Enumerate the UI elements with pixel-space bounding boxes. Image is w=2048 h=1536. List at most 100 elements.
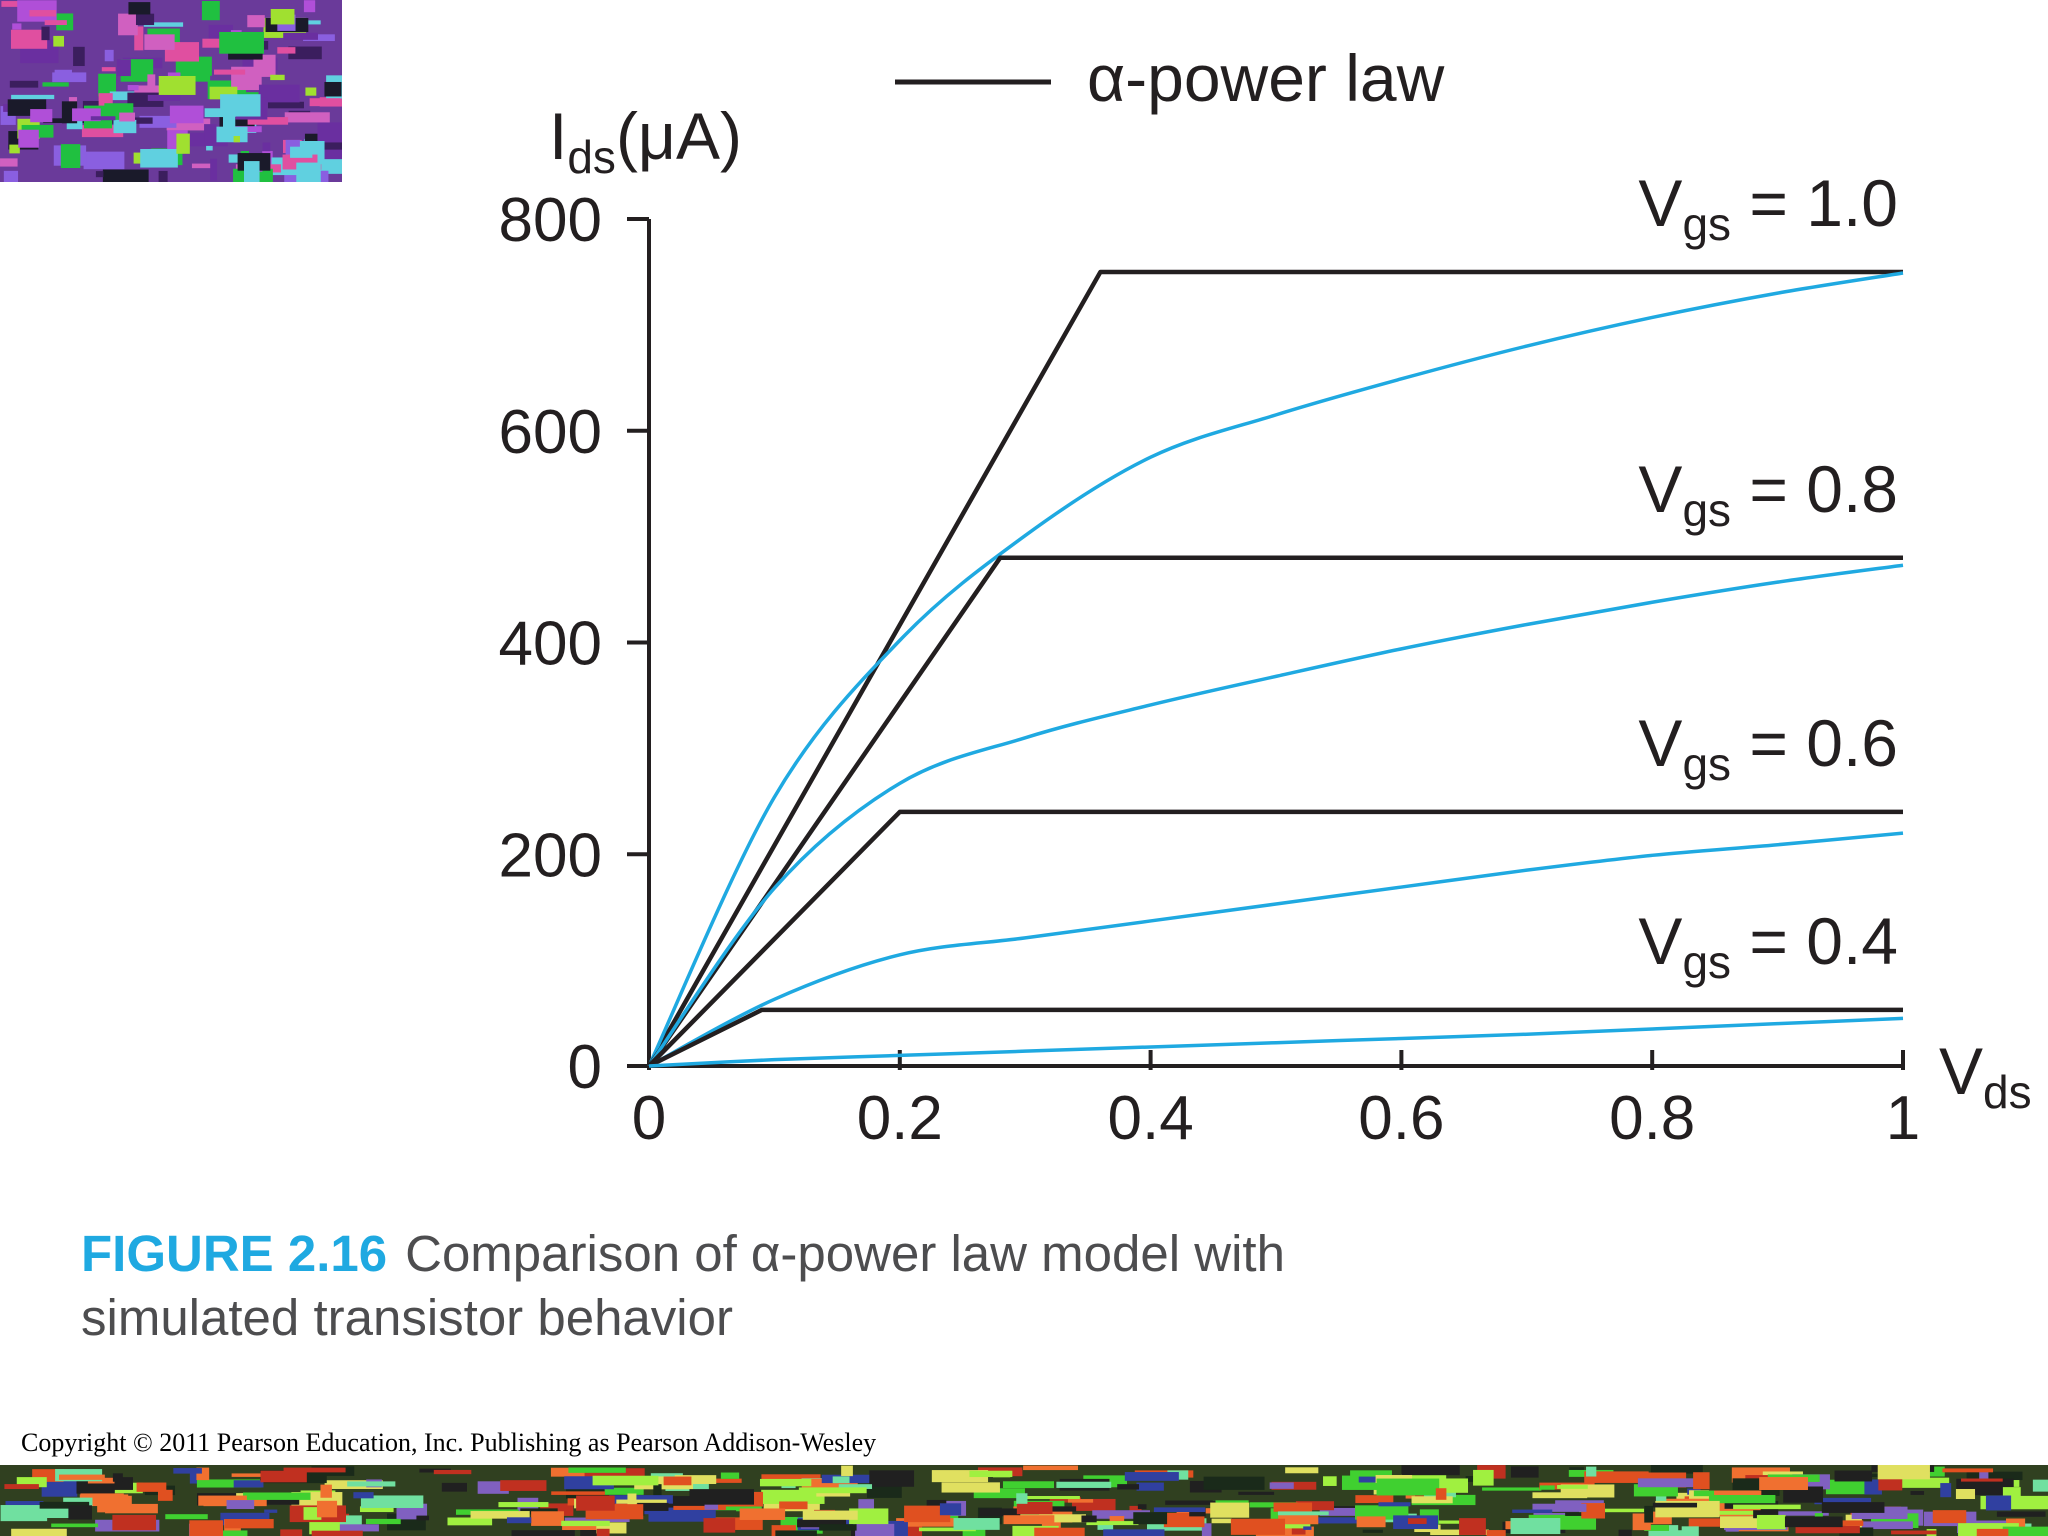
banner-cell — [5, 1501, 44, 1506]
banner-cell — [416, 1515, 430, 1521]
banner-cell — [173, 1468, 202, 1474]
banner-cell — [1210, 1502, 1250, 1518]
banner-cell — [224, 1519, 274, 1529]
banner-cell — [663, 1476, 692, 1486]
y-tick-label: 0 — [568, 1033, 602, 1102]
banner-cell — [1557, 1485, 1588, 1489]
banner-cell — [441, 1482, 468, 1492]
banner-cell — [896, 1518, 958, 1527]
y-tick-label: 400 — [499, 610, 602, 679]
banner-cell — [1459, 1518, 1486, 1535]
y-tick-label: 600 — [499, 398, 602, 467]
banner-cell — [202, 38, 232, 48]
banner-cell — [506, 1517, 532, 1524]
banner-cell — [1996, 1511, 2046, 1517]
banner-cell — [1940, 1483, 1952, 1498]
banner-cell — [1733, 1504, 1801, 1510]
banner-cell — [277, 47, 296, 54]
banner-cell — [189, 1520, 224, 1536]
banner-cell — [1435, 1488, 1447, 1500]
banner-cell — [1584, 1471, 1649, 1483]
banner-cell — [561, 1520, 610, 1527]
group-label: Vgs = 0.6 — [1638, 706, 1898, 790]
banner-cell — [1795, 1525, 1860, 1534]
banner-cell — [1878, 1478, 1903, 1491]
banner-cell — [858, 1499, 875, 1510]
banner-cell — [1129, 1505, 1142, 1514]
banner-cell — [1376, 1478, 1440, 1496]
y-label-main: I — [549, 99, 567, 173]
banner-cell — [1783, 1486, 1824, 1503]
banner-cell — [113, 119, 137, 134]
banner-cell — [258, 84, 300, 103]
y-tick-label: 200 — [499, 821, 602, 890]
banner-cell — [779, 1501, 808, 1510]
banner-cell — [1056, 1481, 1112, 1488]
banner-cell — [1834, 1520, 1864, 1526]
banner-cell — [1023, 1465, 1078, 1471]
banner-cell — [210, 158, 218, 181]
banner-cell — [674, 1475, 717, 1485]
banner-cell — [1002, 1481, 1055, 1489]
banner-cell — [511, 1530, 575, 1536]
banner-cell — [30, 109, 53, 123]
y-tick-label: 800 — [499, 186, 602, 255]
banner-cell — [1834, 1470, 1873, 1482]
banner-cell — [1473, 1469, 1494, 1486]
banner-cell — [1124, 1472, 1179, 1481]
banner-cell — [1486, 1530, 1506, 1536]
model-line — [647, 1007, 1903, 1069]
banner-cell — [1955, 1488, 1976, 1500]
banner-cell — [303, 0, 316, 13]
banner-cell — [761, 1474, 821, 1481]
y-label-sub: ds — [567, 131, 616, 183]
banner-cell — [236, 1493, 249, 1497]
banner-cell — [1618, 1529, 1632, 1536]
banner-cell — [1756, 1514, 1786, 1530]
banner-cell — [1362, 1529, 1383, 1533]
banner-cell — [695, 1478, 742, 1483]
banner-cell — [320, 1484, 332, 1498]
banner-cell — [90, 116, 116, 121]
banner-cell — [219, 31, 264, 54]
banner-cell — [500, 1480, 547, 1491]
banner-cell — [531, 1511, 564, 1526]
banner-cell — [1025, 1495, 1080, 1500]
banner-cell — [102, 169, 149, 187]
banner-cell — [564, 1517, 630, 1522]
banner-cell — [112, 1514, 157, 1531]
group-label-tail: = 0.8 — [1731, 452, 1898, 526]
banner-cell — [1016, 1493, 1028, 1504]
banner-cell — [1117, 1484, 1140, 1490]
banner-cell — [1784, 1516, 1843, 1528]
banner-cell — [433, 1469, 472, 1475]
banner-cell — [1165, 1500, 1216, 1505]
banner-cell — [1482, 1487, 1542, 1491]
banner-cell — [1230, 1518, 1286, 1535]
banner-cell — [761, 1489, 825, 1504]
banner-cell — [347, 1481, 396, 1487]
banner-cell — [18, 129, 39, 148]
banner-cell — [1681, 1526, 1699, 1536]
banner-cell — [621, 1510, 676, 1515]
banner-cell — [1086, 1521, 1139, 1526]
banner-cell — [140, 149, 178, 168]
banner-cell — [322, 1524, 379, 1532]
banner-cell — [198, 1495, 247, 1506]
banner-cell — [1910, 1491, 1925, 1495]
banner-cell — [1034, 1527, 1085, 1536]
banner-cell — [849, 1508, 889, 1525]
banner-cell — [1238, 1491, 1275, 1495]
banner-cell — [262, 142, 271, 152]
banner-cell — [580, 1529, 601, 1536]
banner-cell — [165, 1514, 208, 1520]
banner-cell — [1821, 1502, 1885, 1513]
banner-cell — [309, 98, 341, 107]
banner-cell — [1753, 1510, 1779, 1519]
banner-cell — [11, 1528, 67, 1536]
banner-cell — [2002, 1526, 2048, 1536]
y-label-tail: (μA) — [616, 99, 742, 173]
banner-cell — [147, 74, 156, 90]
